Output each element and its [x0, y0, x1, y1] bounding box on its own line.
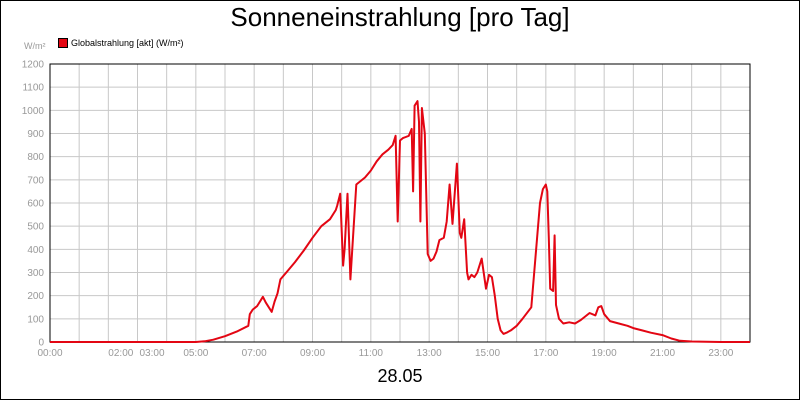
y-tick-label: 100	[27, 314, 44, 325]
x-tick-label: 19:00	[592, 348, 617, 359]
x-tick-label: 00:00	[37, 348, 62, 359]
grid-layer	[49, 63, 751, 343]
chart-title: Sonneneinstrahlung [pro Tag]	[230, 2, 570, 32]
y-tick-label: 700	[27, 175, 44, 186]
y-tick-label: 400	[27, 245, 44, 256]
x-tick-label: 05:00	[183, 348, 208, 359]
x-axis-date-label: 28.05	[377, 366, 423, 386]
x-tick-label: 09:00	[300, 348, 325, 359]
tick-layer: 0 100 200 300 400 500 600 700 800 900 1000 1100 1200…	[22, 60, 734, 360]
x-tick-label: 02:00	[108, 348, 133, 359]
x-tick-label: 03:00	[140, 348, 165, 359]
y-tick-label: 900	[27, 129, 44, 140]
y-tick-label: 1000	[22, 106, 45, 117]
x-tick-label: 11:00	[359, 348, 384, 359]
legend-label: Globalstrahlung [akt] (W/m²)	[71, 38, 184, 48]
y-tick-label: 600	[27, 199, 44, 210]
plot-border	[49, 63, 751, 343]
y-tick-label: 1200	[22, 60, 45, 71]
x-tick-label: 21:00	[650, 348, 675, 359]
plot-layer	[49, 63, 751, 343]
y-tick-label: 300	[27, 268, 44, 279]
x-tick-label: 23:00	[708, 348, 733, 359]
y-tick-label: 200	[27, 291, 44, 302]
x-tick-label: 13:00	[417, 348, 442, 359]
y-tick-label: 500	[27, 222, 44, 233]
y-tick-label: 1100	[22, 83, 44, 94]
x-tick-label: 17:00	[533, 348, 558, 359]
x-tick-label: 15:00	[475, 348, 500, 359]
x-tick-label: 07:00	[242, 348, 267, 359]
legend: Globalstrahlung [akt] (W/m²)	[58, 38, 184, 48]
series-line-globalstrahlung	[50, 100, 750, 343]
y-tick-label: 800	[27, 152, 44, 163]
y-axis-unit-label: W/m²	[24, 41, 46, 51]
y-tick-label: 0	[38, 338, 44, 349]
legend-swatch	[58, 38, 68, 48]
